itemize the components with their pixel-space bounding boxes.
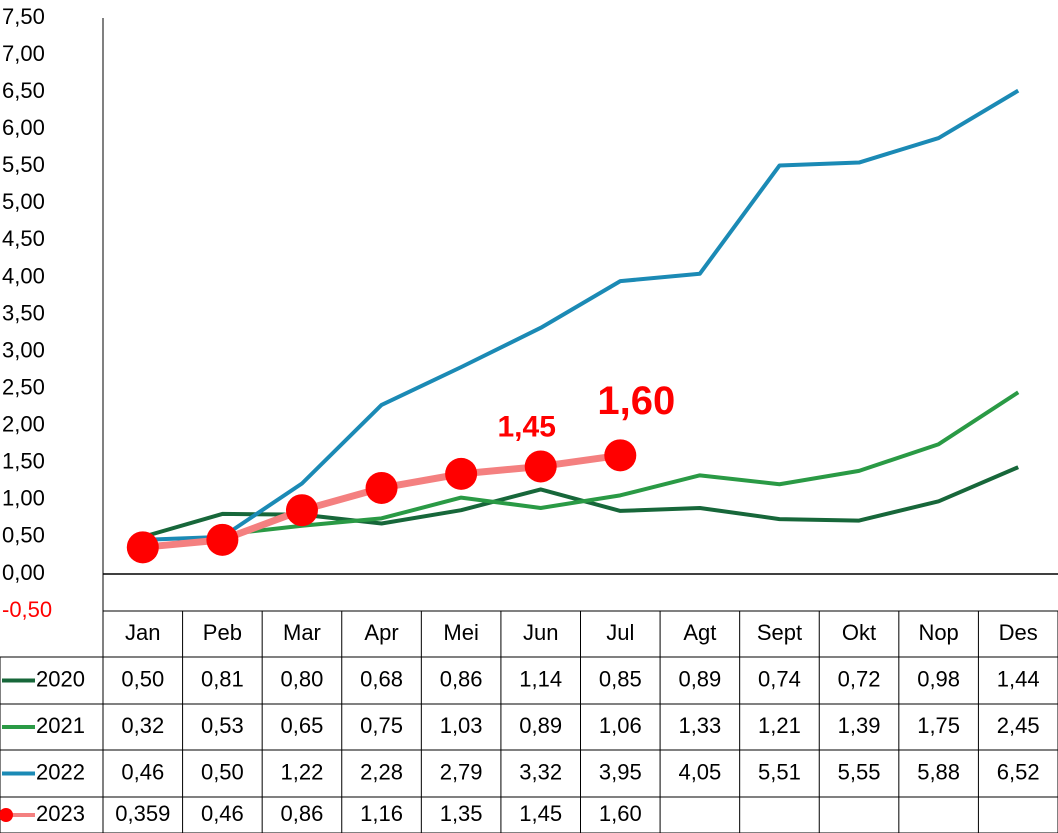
table-value: 1,21 <box>758 713 801 738</box>
table-value: 2,28 <box>360 759 403 784</box>
table-value: 0,86 <box>281 801 324 826</box>
x-tick-label: Mei <box>443 620 478 645</box>
y-tick-label: 3,00 <box>2 337 45 362</box>
x-tick-label: Apr <box>364 620 398 645</box>
table-value: 2,79 <box>440 759 483 784</box>
table-value: 1,22 <box>281 759 324 784</box>
table-value: 1,14 <box>519 666 562 691</box>
table-value: 0,89 <box>678 666 721 691</box>
y-tick-label: 5,50 <box>2 152 45 177</box>
x-tick-label: Jan <box>125 620 160 645</box>
y-tick-label: 7,00 <box>2 41 45 66</box>
table-value: 0,89 <box>519 713 562 738</box>
table-value: 6,52 <box>997 759 1040 784</box>
table-value: 0,85 <box>599 666 642 691</box>
x-tick-label: Agt <box>683 620 716 645</box>
annotation: 1,45 <box>498 410 556 443</box>
table-value: 1,44 <box>997 666 1040 691</box>
table-value: 1,03 <box>440 713 483 738</box>
table-value: 0,50 <box>201 759 244 784</box>
table-value: 5,51 <box>758 759 801 784</box>
legend-label: 2021 <box>36 713 85 738</box>
table-value: 1,75 <box>917 713 960 738</box>
y-tick-label: 1,50 <box>2 449 45 474</box>
table-value: 0,46 <box>121 759 164 784</box>
y-tick-label: 6,50 <box>2 78 45 103</box>
x-tick-label: Peb <box>203 620 242 645</box>
marker <box>365 471 398 504</box>
y-tick-label: -0,50 <box>2 597 52 622</box>
y-tick-label: 6,00 <box>2 115 45 140</box>
legend-label: 2022 <box>36 759 85 784</box>
table-value: 1,39 <box>838 713 881 738</box>
legend-marker <box>0 808 13 822</box>
series-line <box>142 390 1020 553</box>
x-tick-label: Okt <box>842 620 876 645</box>
series-line <box>142 88 1020 542</box>
table-value: 2,45 <box>997 713 1040 738</box>
table-value: 0,46 <box>201 801 244 826</box>
table-value: 0,32 <box>121 713 164 738</box>
y-tick-label: 5,00 <box>2 189 45 214</box>
marker <box>285 494 318 527</box>
marker <box>604 439 637 472</box>
table-value: 1,16 <box>360 801 403 826</box>
marker <box>206 523 239 556</box>
table-value: 0,86 <box>440 666 483 691</box>
y-tick-label: 2,00 <box>2 412 45 437</box>
y-tick-label: 2,50 <box>2 374 45 399</box>
table-value: 1,33 <box>678 713 721 738</box>
table-value: 0,65 <box>281 713 324 738</box>
table-value: 4,05 <box>678 759 721 784</box>
table-value: 0,81 <box>201 666 244 691</box>
x-tick-label: Sept <box>757 620 802 645</box>
marker <box>126 531 159 564</box>
marker <box>445 457 478 490</box>
x-tick-label: Nop <box>918 620 958 645</box>
y-tick-label: 3,50 <box>2 300 45 325</box>
y-tick-label: 0,50 <box>2 523 45 548</box>
table-value: 1,06 <box>599 713 642 738</box>
table-value: 5,88 <box>917 759 960 784</box>
table-value: 5,55 <box>838 759 881 784</box>
table-value: 0,98 <box>917 666 960 691</box>
x-tick-label: Jun <box>523 620 558 645</box>
table-value: 1,45 <box>519 801 562 826</box>
annotation: 1,60 <box>597 379 675 423</box>
legend-label: 2020 <box>36 666 85 691</box>
y-tick-label: 0,00 <box>2 560 45 585</box>
table-value: 3,32 <box>519 759 562 784</box>
y-tick-label: 4,50 <box>2 226 45 251</box>
x-tick-label: Des <box>999 620 1038 645</box>
legend-label: 2023 <box>36 801 85 826</box>
y-tick-label: 1,00 <box>2 486 45 511</box>
table-value: 1,60 <box>599 801 642 826</box>
y-tick-label: 4,00 <box>2 263 45 288</box>
table-value: 0,80 <box>281 666 324 691</box>
table-value: 0,68 <box>360 666 403 691</box>
table-value: 1,35 <box>440 801 483 826</box>
x-tick-label: Mar <box>283 620 321 645</box>
x-tick-label: Jul <box>606 620 634 645</box>
table-value: 0,53 <box>201 713 244 738</box>
marker <box>524 450 557 483</box>
table-value: 0,50 <box>121 666 164 691</box>
y-tick-label: 7,50 <box>2 4 45 29</box>
table-value: 0,74 <box>758 666 801 691</box>
table-value: 0,359 <box>115 801 170 826</box>
table-value: 0,75 <box>360 713 403 738</box>
table-value: 0,72 <box>838 666 881 691</box>
table-value: 3,95 <box>599 759 642 784</box>
